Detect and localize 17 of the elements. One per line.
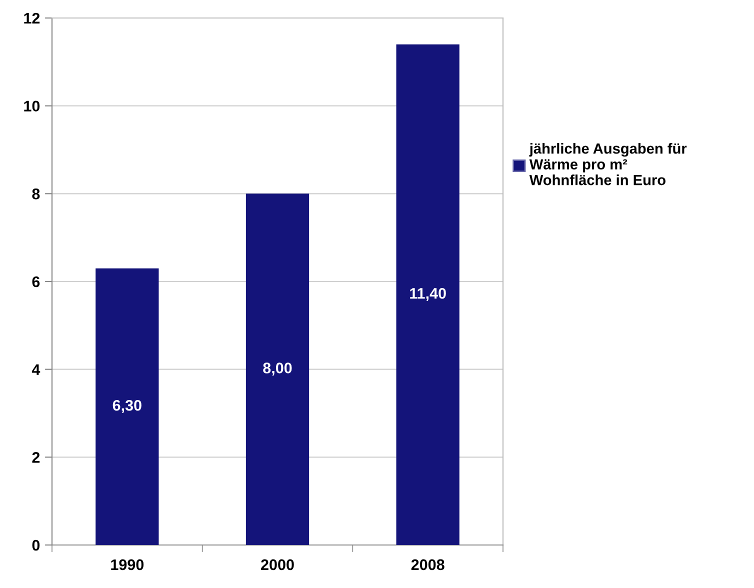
- x-tick-label: 2008: [411, 559, 444, 570]
- y-tick-label: 6: [32, 276, 40, 288]
- bar: [246, 194, 310, 545]
- y-tick-label: 12: [24, 12, 40, 24]
- data-label: 8,00: [263, 362, 292, 376]
- data-label: 6,30: [112, 400, 142, 413]
- y-tick-label: 0: [32, 540, 40, 551]
- bar: [396, 44, 460, 545]
- data-label: 11,40: [410, 288, 446, 301]
- bar: [96, 268, 159, 545]
- x-tick-label: 1990: [111, 559, 144, 570]
- y-tick-label: 4: [32, 364, 40, 375]
- y-tick-label: 2: [32, 452, 40, 463]
- y-tick-label: 8: [32, 188, 40, 200]
- x-tick-label: 2000: [261, 559, 294, 570]
- y-tick-label: 10: [24, 100, 40, 112]
- legend-label: jährliche Ausgaben für Wärme pro m² Wohnfläche in Euro: [529, 143, 687, 186]
